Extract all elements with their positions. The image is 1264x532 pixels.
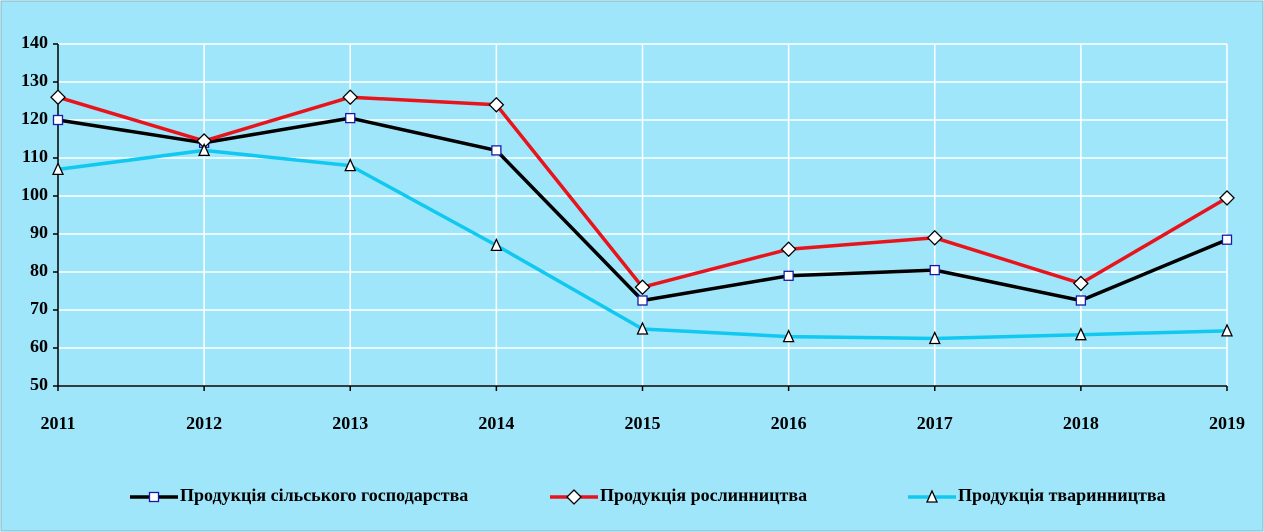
marker xyxy=(783,270,794,281)
x-tick-label: 2015 xyxy=(625,413,661,433)
marker xyxy=(344,158,357,172)
y-tick-label: 140 xyxy=(21,32,48,52)
y-tick-label: 90 xyxy=(30,222,48,242)
x-tick-label: 2019 xyxy=(1209,413,1245,433)
marker xyxy=(1219,189,1235,206)
marker xyxy=(928,330,941,345)
x-tick-label: 2014 xyxy=(478,413,514,433)
marker xyxy=(1074,327,1087,341)
marker xyxy=(345,112,356,124)
legend-label: Продукція сільського господарства xyxy=(180,485,468,505)
marker xyxy=(1075,295,1087,306)
marker xyxy=(782,329,795,343)
marker xyxy=(1220,323,1234,337)
x-tick-label: 2016 xyxy=(771,413,807,433)
y-tick-label: 50 xyxy=(30,374,48,394)
y-tick-label: 60 xyxy=(30,336,48,356)
x-tick-label: 2012 xyxy=(186,413,222,433)
y-tick-label: 70 xyxy=(30,298,48,318)
marker xyxy=(52,114,64,126)
legend-marker xyxy=(566,489,582,505)
marker xyxy=(634,279,651,296)
marker xyxy=(51,161,65,176)
x-tick-label: 2018 xyxy=(1063,413,1099,433)
y-tick-label: 110 xyxy=(22,146,48,166)
y-tick-label: 130 xyxy=(21,70,48,90)
marker xyxy=(929,264,940,276)
legend-marker xyxy=(148,491,160,503)
marker xyxy=(636,321,649,335)
marker xyxy=(1072,275,1089,292)
marker xyxy=(637,295,648,306)
x-tick-label: 2017 xyxy=(917,413,953,433)
marker xyxy=(491,145,502,156)
y-tick-label: 100 xyxy=(21,184,48,204)
marker xyxy=(198,142,211,157)
marker xyxy=(780,241,797,258)
x-tick-label: 2011 xyxy=(40,413,75,433)
marker xyxy=(490,237,503,252)
marker xyxy=(342,89,359,106)
marker xyxy=(1221,234,1233,245)
marker xyxy=(50,89,66,106)
y-tick-label: 80 xyxy=(30,260,48,280)
legend-label: Продукція тваринництва xyxy=(958,485,1166,505)
x-tick-label: 2013 xyxy=(332,413,368,433)
legend-label: Продукція рослинництва xyxy=(600,485,807,505)
marker xyxy=(488,96,505,113)
legend-marker xyxy=(925,489,939,503)
y-tick-label: 120 xyxy=(21,108,48,128)
marker xyxy=(926,229,943,246)
